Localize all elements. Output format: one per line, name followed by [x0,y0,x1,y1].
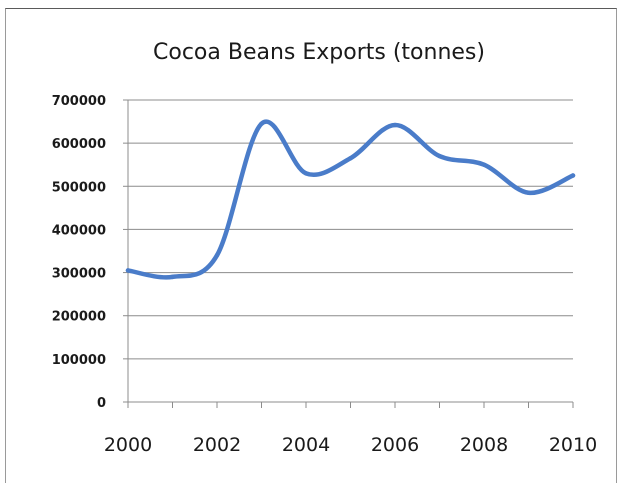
y-tick-label: 600000 [52,137,106,152]
y-tick-label: 0 [97,396,106,411]
data-point [570,173,576,178]
chart-frame [5,8,617,483]
y-tick-label: 300000 [52,267,106,282]
x-tick-label: 2010 [549,434,597,456]
y-tick-label: 700000 [52,94,106,109]
x-tick-label: 2002 [193,434,241,456]
series-layer [125,119,576,280]
y-tick-label: 200000 [52,310,106,325]
data-point [392,122,398,128]
data-point [125,268,131,273]
data-point [348,156,353,161]
x-tick-label: 2008 [460,434,508,456]
y-tick-label: 500000 [52,180,106,195]
data-point [214,253,220,258]
chart-title: Cocoa Beans Exports (tonnes) [153,40,485,65]
axes [123,99,574,408]
data-point [259,121,264,126]
data-point [526,190,531,195]
data-point [481,162,487,167]
data-point [437,153,442,159]
data-point [170,274,175,280]
x-tick-label: 2004 [282,434,330,456]
y-tick-label: 400000 [52,223,106,238]
x-tick-label: 2006 [371,434,419,456]
x-axis-ticks: 2000 2002 2004 2006 2008 2010 [104,434,597,456]
gridlines [128,99,573,360]
series-line [125,119,576,280]
x-tick-label: 2000 [104,434,152,456]
data-point [303,171,309,176]
y-tick-label: 100000 [52,353,106,368]
y-axis-ticks: 0 100000 200000 300000 400000 500000 600000 700… [52,94,106,411]
